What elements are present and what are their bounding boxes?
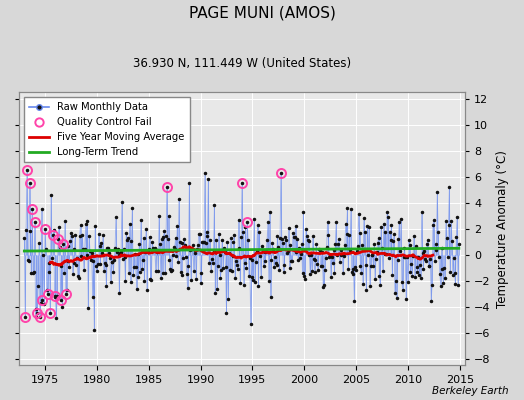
Legend: Raw Monthly Data, Quality Control Fail, Five Year Moving Average, Long-Term Tren: Raw Monthly Data, Quality Control Fail, … <box>24 97 190 162</box>
Text: PAGE MUNI (AMOS): PAGE MUNI (AMOS) <box>189 6 335 21</box>
Text: Berkeley Earth: Berkeley Earth <box>432 386 508 396</box>
Title: 36.930 N, 111.449 W (United States): 36.930 N, 111.449 W (United States) <box>133 57 351 70</box>
Y-axis label: Temperature Anomaly (°C): Temperature Anomaly (°C) <box>496 150 509 308</box>
